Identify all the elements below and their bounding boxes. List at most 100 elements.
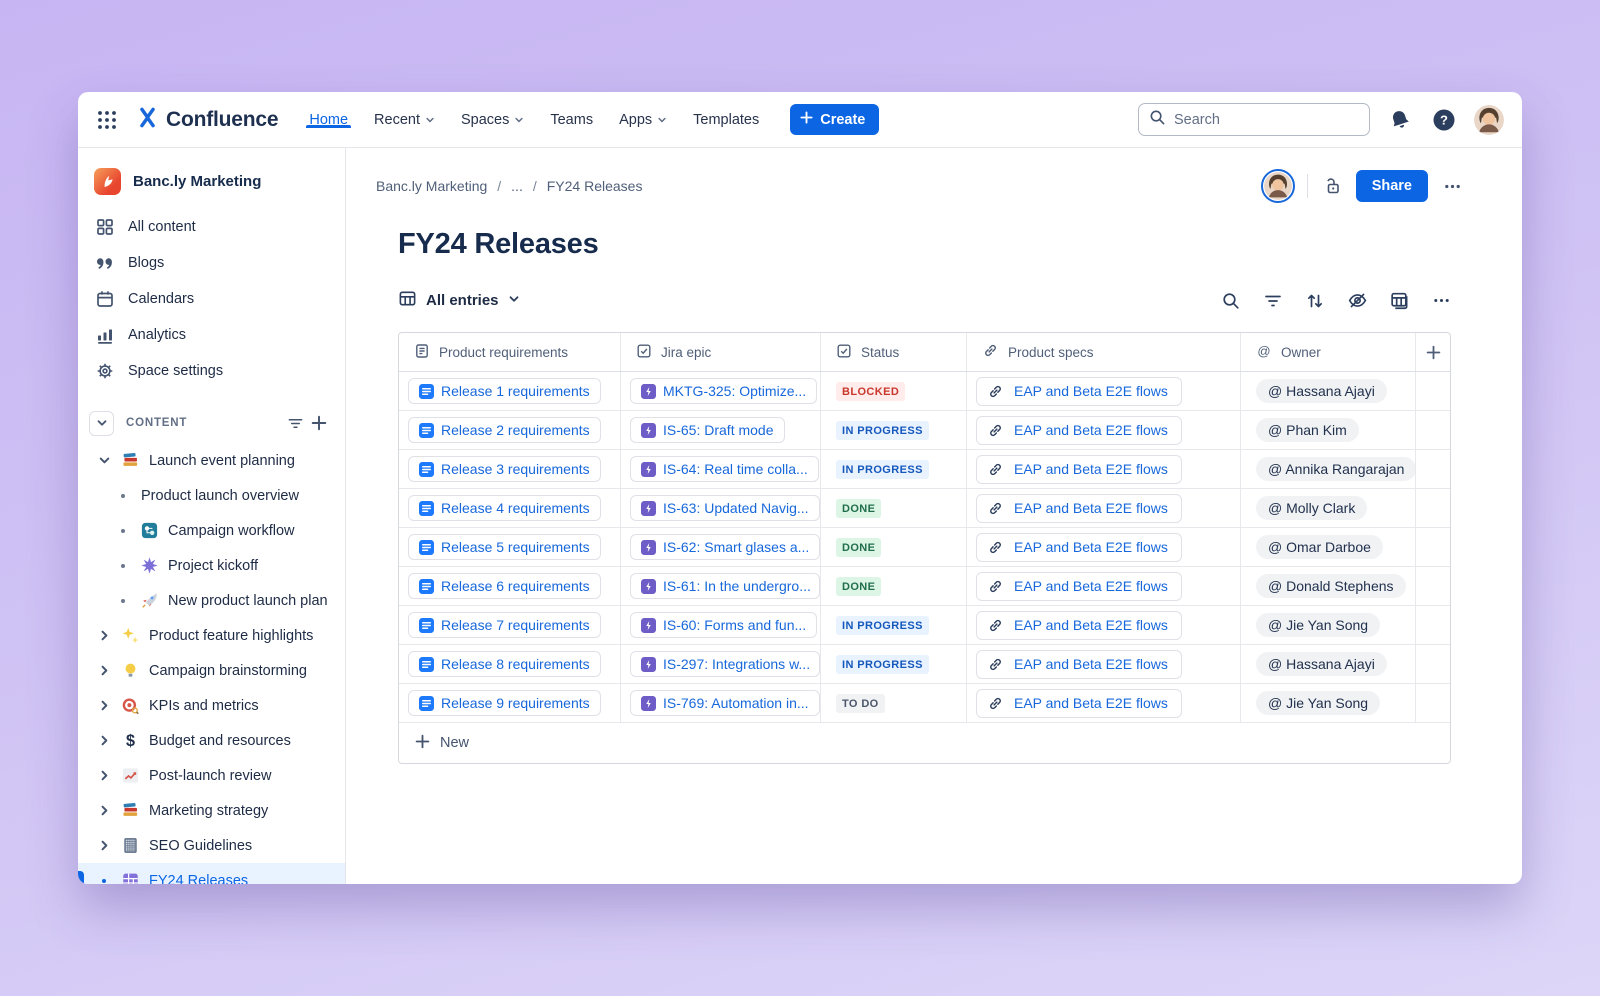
topnav-item-spaces[interactable]: Spaces [448, 112, 537, 128]
bullet-marker[interactable] [114, 522, 132, 540]
hide-fields-icon[interactable] [1346, 290, 1368, 312]
content-tree-item[interactable]: Project kickoff [78, 548, 345, 583]
chevron-right-icon[interactable] [95, 697, 113, 715]
jira-epic-link[interactable]: MKTG-325: Optimize... [630, 378, 818, 404]
sidebar-item[interactable]: Blogs [78, 245, 345, 281]
product-spec-link[interactable]: EAP and Beta E2E flows [976, 610, 1182, 640]
breadcrumb-item[interactable]: FY24 Releases [546, 178, 643, 194]
status-badge[interactable]: TO DO [836, 693, 885, 713]
requirement-page-link[interactable]: Release 1 requirements [408, 378, 601, 404]
unlock-icon[interactable] [1320, 174, 1344, 198]
status-badge[interactable]: BLOCKED [836, 381, 906, 401]
breadcrumb-item[interactable]: Banc.ly Marketing [376, 178, 488, 194]
more-actions-icon[interactable] [1440, 174, 1464, 198]
author-avatar[interactable] [1260, 169, 1295, 203]
content-tree-item[interactable]: Marketing strategy [78, 793, 345, 828]
content-tree-item[interactable]: Post-launch review [78, 758, 345, 793]
jira-epic-link[interactable]: IS-65: Draft mode [630, 417, 785, 443]
jira-epic-link[interactable]: IS-297: Integrations w... [630, 651, 820, 677]
filter-icon[interactable] [1262, 290, 1284, 312]
requirement-page-link[interactable]: Release 8 requirements [408, 651, 601, 677]
content-tree-item[interactable]: FY24 Releases [78, 863, 345, 884]
chevron-right-icon[interactable] [95, 767, 113, 785]
content-tree-item[interactable]: New product launch plan [78, 583, 345, 618]
jira-epic-link[interactable]: IS-60: Forms and fun... [630, 612, 818, 638]
bullet-marker[interactable] [114, 487, 132, 505]
owner-mention[interactable]: @ Hassana Ajayi [1256, 379, 1387, 403]
sidebar-item[interactable]: Analytics [78, 317, 345, 353]
topnav-item-recent[interactable]: Recent [361, 112, 448, 128]
content-tree-item[interactable]: KPIs and metrics [78, 688, 345, 723]
owner-mention[interactable]: @ Hassana Ajayi [1256, 652, 1387, 676]
jira-epic-link[interactable]: IS-769: Automation in... [630, 690, 820, 716]
content-tree-item[interactable]: Campaign brainstorming [78, 653, 345, 688]
filter-tree-icon[interactable] [283, 411, 307, 435]
status-badge[interactable]: DONE [836, 537, 882, 557]
bullet-marker[interactable] [114, 557, 132, 575]
sidebar-item[interactable]: Calendars [78, 281, 345, 317]
owner-mention[interactable]: @ Omar Darboe [1256, 535, 1383, 559]
breadcrumb-item[interactable]: ... [511, 178, 523, 194]
status-badge[interactable]: DONE [836, 576, 882, 596]
requirement-page-link[interactable]: Release 9 requirements [408, 690, 601, 716]
jira-epic-link[interactable]: IS-64: Real time colla... [630, 456, 819, 482]
column-header[interactable]: @ Owner [1241, 333, 1416, 371]
confluence-logo[interactable]: Confluence [128, 106, 292, 134]
user-avatar[interactable] [1474, 104, 1504, 135]
content-tree-item[interactable]: Product feature highlights [78, 618, 345, 653]
chevron-right-icon[interactable] [95, 662, 113, 680]
status-badge[interactable]: IN PROGRESS [836, 420, 929, 440]
requirement-page-link[interactable]: Release 5 requirements [408, 534, 601, 560]
column-header[interactable]: Jira epic [621, 333, 821, 371]
requirement-page-link[interactable]: Release 3 requirements [408, 456, 601, 482]
requirement-page-link[interactable]: Release 7 requirements [408, 612, 601, 638]
bullet-marker[interactable] [114, 592, 132, 610]
topnav-item-templates[interactable]: Templates [693, 111, 760, 128]
owner-mention[interactable]: @ Donald Stephens [1256, 574, 1406, 598]
bullet-marker[interactable] [95, 872, 113, 885]
product-spec-link[interactable]: EAP and Beta E2E flows [976, 532, 1182, 562]
topnav-item-apps[interactable]: Apps [606, 112, 680, 128]
share-button[interactable]: Share [1355, 170, 1428, 202]
create-button[interactable]: Create [790, 104, 880, 135]
more-table-icon[interactable] [1430, 290, 1452, 312]
search-input[interactable] [1174, 111, 1359, 128]
content-collapse-button[interactable] [89, 410, 114, 436]
jira-epic-link[interactable]: IS-62: Smart glases a... [630, 534, 820, 560]
jira-epic-link[interactable]: IS-61: In the undergro... [630, 573, 820, 599]
search-table-icon[interactable] [1220, 290, 1242, 312]
product-spec-link[interactable]: EAP and Beta E2E flows [976, 571, 1182, 601]
product-spec-link[interactable]: EAP and Beta E2E flows [976, 493, 1182, 523]
product-spec-link[interactable]: EAP and Beta E2E flows [976, 688, 1182, 718]
space-header[interactable]: Banc.ly Marketing [78, 158, 345, 209]
chevron-right-icon[interactable] [95, 732, 113, 750]
column-header[interactable]: Product specs [967, 333, 1241, 371]
requirement-page-link[interactable]: Release 4 requirements [408, 495, 601, 521]
add-column-button[interactable] [1416, 333, 1450, 371]
chevron-right-icon[interactable] [95, 802, 113, 820]
topnav-item-teams[interactable]: Teams [550, 111, 594, 128]
status-badge[interactable]: IN PROGRESS [836, 615, 929, 635]
help-icon[interactable]: ? [1430, 106, 1458, 134]
product-spec-link[interactable]: EAP and Beta E2E flows [976, 454, 1182, 484]
notifications-bell-icon[interactable] [1386, 106, 1414, 134]
content-tree-item[interactable]: Launch event planning [78, 443, 345, 478]
product-spec-link[interactable]: EAP and Beta E2E flows [976, 376, 1182, 406]
status-badge[interactable]: IN PROGRESS [836, 654, 929, 674]
content-tree-item[interactable]: Campaign workflow [78, 513, 345, 548]
status-badge[interactable]: IN PROGRESS [836, 459, 929, 479]
requirement-page-link[interactable]: Release 6 requirements [408, 573, 601, 599]
grid-view-icon[interactable] [1388, 290, 1410, 312]
owner-mention[interactable]: @ Phan Kim [1256, 418, 1359, 442]
content-tree-item[interactable]: $ Budget and resources [78, 723, 345, 758]
sort-icon[interactable] [1304, 290, 1326, 312]
chevron-right-icon[interactable] [95, 627, 113, 645]
content-tree-item[interactable]: SEO Guidelines [78, 828, 345, 863]
requirement-page-link[interactable]: Release 2 requirements [408, 417, 601, 443]
owner-mention[interactable]: @ Jie Yan Song [1256, 613, 1381, 637]
view-selector[interactable]: All entries [398, 289, 520, 312]
product-spec-link[interactable]: EAP and Beta E2E flows [976, 649, 1182, 679]
sidebar-item[interactable]: Space settings [78, 353, 345, 389]
sidebar-item[interactable]: All content [78, 209, 345, 245]
add-page-icon[interactable] [307, 411, 331, 435]
